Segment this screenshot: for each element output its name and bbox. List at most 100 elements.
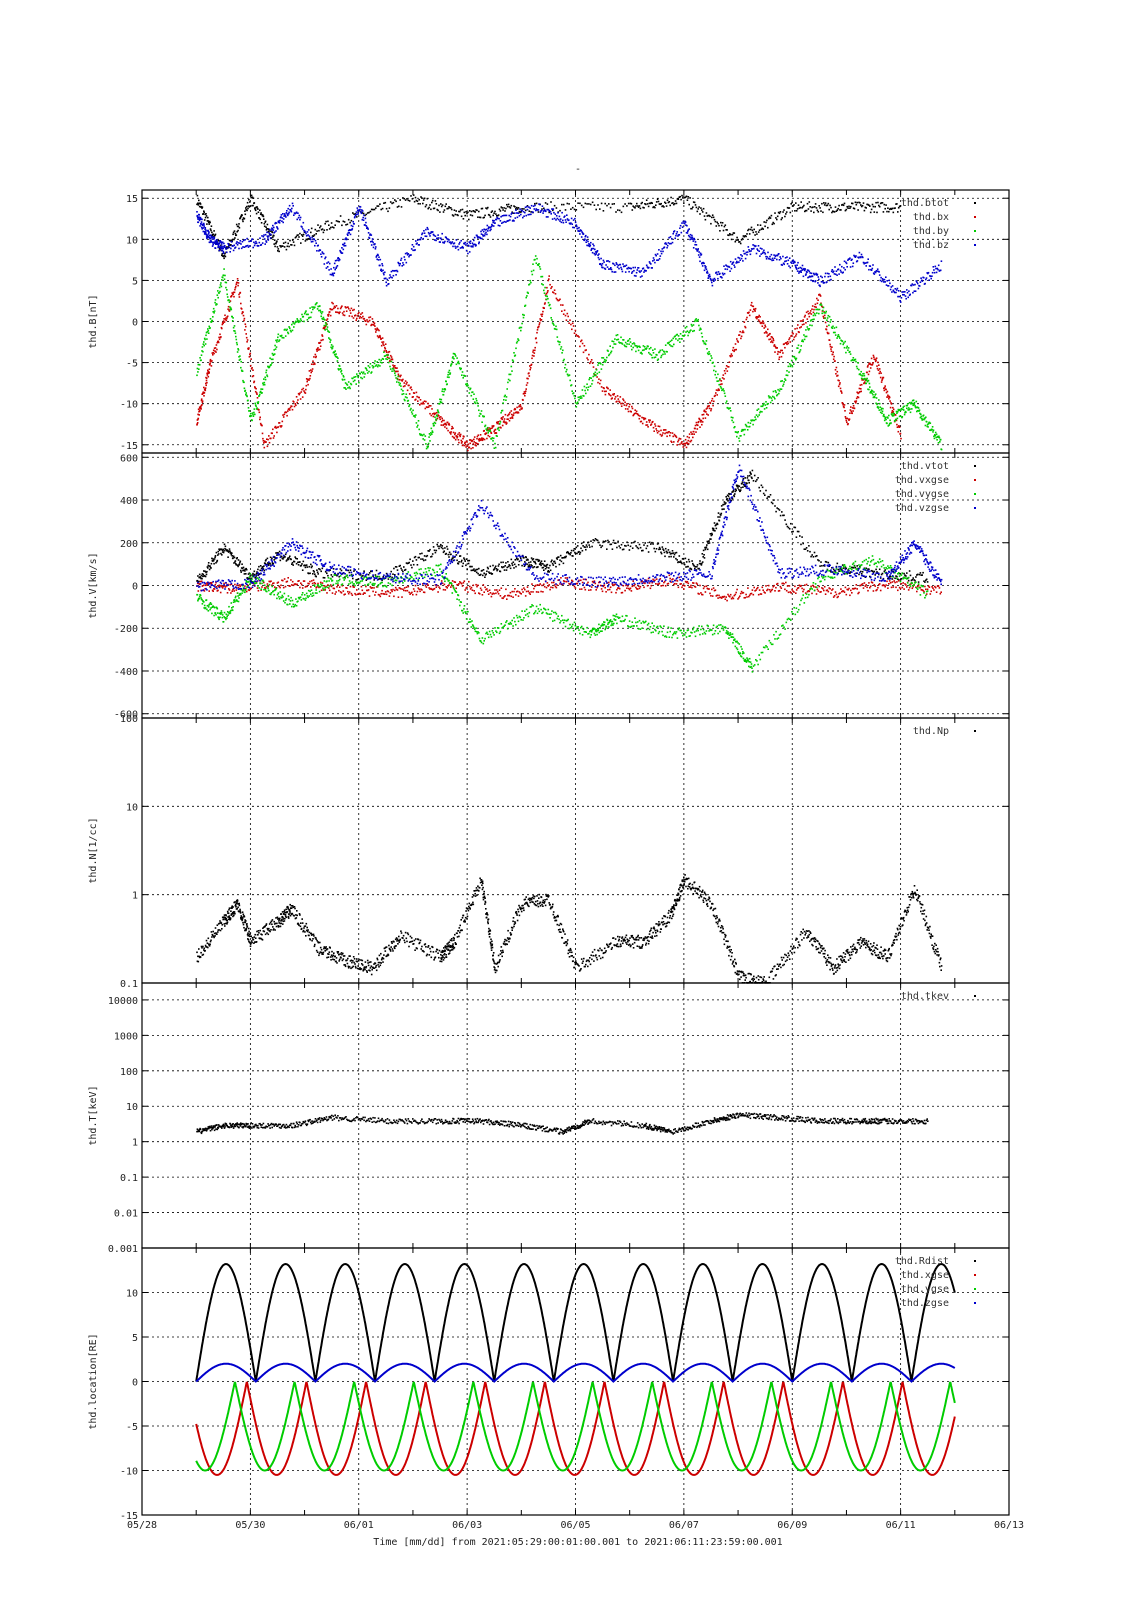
data-point [553,324,555,326]
data-point [212,307,215,310]
data-point [890,403,893,405]
data-point [539,211,542,213]
data-point [867,364,869,367]
data-point [844,416,847,418]
data-point [500,206,503,208]
data-point [862,202,865,204]
data-point [871,203,874,206]
data-point [769,258,772,261]
data-point [865,207,867,209]
data-point [856,201,858,204]
data-point [524,211,526,214]
data-point [459,433,462,436]
data-point [744,325,746,328]
data-point [753,419,756,422]
data-point [396,206,399,208]
data-point [627,339,630,342]
data-point [526,205,529,207]
data-point [406,381,408,384]
data-point [825,328,828,331]
data-point [920,277,922,279]
data-point [270,364,272,366]
data-point [735,348,737,351]
data-point [531,357,533,360]
data-point [322,252,325,255]
data-point [226,293,228,296]
data-point [213,312,215,314]
data-point [236,278,239,280]
data-point [849,257,851,259]
data-point [515,212,518,214]
data-point [616,400,618,403]
data-point [840,390,843,393]
data-point [440,205,443,208]
data-point [238,293,240,296]
data-point [929,275,932,278]
data-point [658,351,661,353]
data-point [764,326,767,328]
data-point [839,263,841,266]
data-point [679,195,681,198]
data-point [901,291,903,293]
data-point [329,314,332,317]
data-point [794,328,796,330]
data-point [645,424,647,426]
data-point [399,382,401,385]
data-point [230,244,232,246]
data-point [484,425,486,428]
data-point [740,239,743,241]
data-point [771,395,774,398]
data-point [711,284,714,287]
data-point [689,440,692,443]
data-point [629,338,631,340]
data-point [820,210,822,212]
data-point [620,266,622,269]
data-point [289,329,292,332]
data-point [204,216,207,219]
data-point [334,259,337,262]
data-point [200,226,203,229]
data-point [522,313,524,316]
data-point [484,433,487,436]
data-point [927,426,929,428]
data-point [877,201,879,204]
data-point [596,250,599,252]
data-point [258,409,260,411]
data-point [296,401,298,404]
data-point [745,251,748,254]
data-point [619,342,622,344]
data-point [397,373,400,376]
data-point [422,401,424,404]
data-point [690,238,693,240]
data-point [237,282,240,284]
data-point [252,197,255,199]
data-point [866,377,868,380]
data-point [240,369,243,372]
data-point [303,320,305,323]
data-point [601,262,604,265]
data-point [914,404,916,407]
data-point [225,248,227,250]
data-point [272,428,274,431]
data-point [618,400,620,403]
data-point [800,267,803,270]
data-point [432,233,435,236]
data-point [361,218,364,221]
data-point [872,264,874,266]
data-point [415,414,417,416]
data-point [631,272,633,274]
data-point [711,400,713,402]
data-point [483,216,485,219]
data-point [841,340,844,343]
data-point [505,221,507,223]
data-point [559,348,562,350]
data-point [886,422,888,425]
data-point [818,205,820,207]
data-point [829,321,832,323]
data-point [277,221,280,224]
data-point [254,390,257,393]
data-point [275,339,277,342]
data-point [831,269,834,271]
data-point [447,429,449,432]
data-point [806,318,809,320]
